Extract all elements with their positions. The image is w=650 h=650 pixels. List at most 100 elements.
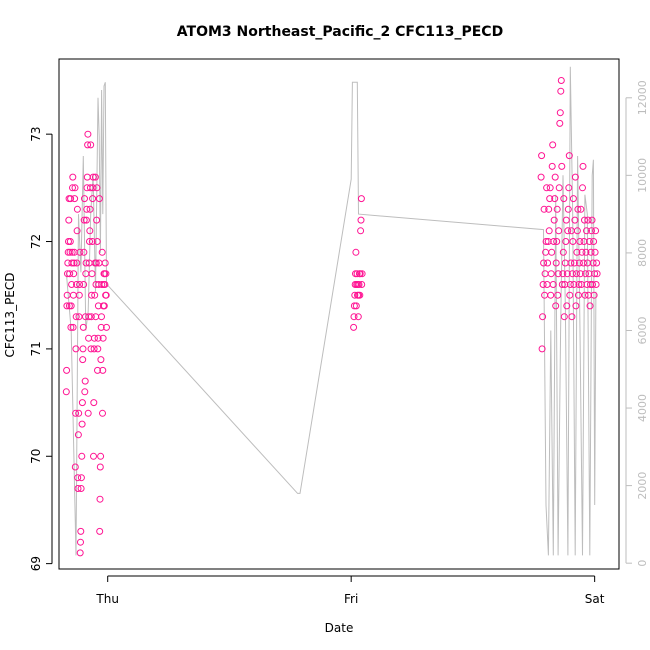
data-point bbox=[570, 259, 578, 267]
data-point bbox=[574, 291, 582, 299]
data-point bbox=[577, 205, 585, 213]
data-point bbox=[575, 281, 583, 288]
data-point bbox=[77, 474, 85, 482]
data-point bbox=[96, 463, 104, 471]
data-point bbox=[580, 259, 587, 267]
data-point bbox=[549, 141, 557, 149]
data-point bbox=[78, 420, 86, 428]
data-point bbox=[69, 173, 77, 181]
chart-title: ATOM3 Northeast_Pacific_2 CFC113_PECD bbox=[177, 24, 503, 40]
data-point bbox=[99, 409, 106, 417]
data-point bbox=[89, 184, 97, 192]
data-point bbox=[538, 152, 546, 160]
data-point bbox=[540, 259, 548, 267]
data-point bbox=[562, 238, 570, 245]
data-point bbox=[547, 291, 555, 299]
data-point bbox=[67, 302, 75, 310]
data-point bbox=[73, 205, 81, 213]
data-point bbox=[88, 238, 96, 245]
data-point bbox=[79, 345, 87, 353]
data-point bbox=[67, 195, 75, 203]
data-point bbox=[544, 259, 552, 267]
data-point bbox=[573, 227, 581, 235]
data-point bbox=[66, 238, 74, 245]
data-point bbox=[73, 259, 81, 267]
y2-tick-label: 2000 bbox=[636, 472, 649, 500]
data-point bbox=[550, 238, 558, 245]
data-point bbox=[87, 345, 95, 353]
data-point bbox=[549, 281, 557, 288]
data-point bbox=[579, 162, 587, 170]
data-point bbox=[582, 270, 589, 278]
data-point bbox=[548, 162, 556, 170]
data-point bbox=[84, 130, 92, 138]
data-point bbox=[592, 227, 600, 235]
data-point bbox=[354, 313, 362, 321]
y2-tick-label: 10000 bbox=[636, 158, 649, 193]
data-point bbox=[352, 248, 360, 256]
data-point bbox=[86, 205, 94, 213]
data-point bbox=[68, 281, 76, 288]
data-point bbox=[101, 281, 109, 288]
data-point bbox=[90, 345, 98, 353]
data-point bbox=[75, 291, 83, 299]
data-point bbox=[91, 173, 99, 181]
y-tick-label: 73 bbox=[29, 127, 43, 142]
data-point bbox=[67, 323, 75, 331]
data-point bbox=[356, 270, 364, 278]
data-point bbox=[82, 259, 90, 267]
data-point bbox=[576, 270, 584, 278]
data-point bbox=[583, 227, 590, 235]
data-point bbox=[71, 184, 79, 192]
data-point bbox=[98, 281, 106, 288]
data-point bbox=[545, 205, 553, 213]
data-point bbox=[546, 195, 554, 203]
data-point bbox=[79, 323, 87, 331]
data-point bbox=[540, 205, 548, 213]
data-point bbox=[92, 259, 100, 267]
y2-tick-label: 6000 bbox=[636, 316, 649, 344]
data-point bbox=[68, 259, 76, 267]
data-point bbox=[90, 334, 98, 342]
data-point bbox=[101, 259, 109, 267]
data-point bbox=[94, 345, 102, 353]
data-point bbox=[548, 248, 556, 256]
plot-frame bbox=[58, 58, 620, 570]
data-point bbox=[63, 302, 71, 310]
data-point bbox=[100, 302, 108, 310]
data-point bbox=[541, 270, 549, 278]
data-point bbox=[566, 291, 574, 299]
data-point bbox=[578, 248, 586, 256]
y2-tick-label: 8000 bbox=[636, 239, 649, 267]
data-point bbox=[351, 291, 359, 299]
data-point bbox=[89, 173, 97, 181]
data-point bbox=[66, 270, 74, 278]
data-point bbox=[588, 227, 595, 235]
data-point bbox=[357, 216, 365, 224]
data-point bbox=[556, 109, 564, 117]
y-tick-label: 71 bbox=[29, 341, 43, 356]
data-point bbox=[76, 281, 84, 288]
data-point bbox=[355, 281, 363, 288]
data-point bbox=[552, 259, 560, 267]
data-point bbox=[70, 259, 78, 267]
data-point bbox=[81, 388, 89, 396]
data-point bbox=[358, 270, 366, 278]
data-point bbox=[85, 334, 93, 342]
data-point bbox=[81, 377, 89, 385]
data-point bbox=[539, 281, 547, 288]
data-point bbox=[63, 366, 71, 374]
data-point bbox=[562, 216, 570, 224]
data-point bbox=[91, 291, 99, 299]
data-point bbox=[86, 238, 93, 245]
data-point bbox=[357, 227, 365, 235]
data-point bbox=[565, 152, 573, 160]
data-point bbox=[93, 216, 101, 224]
data-point bbox=[73, 281, 80, 288]
data-point bbox=[538, 345, 546, 353]
depth-line-series bbox=[65, 66, 597, 556]
x-axis: Thu Fri Sat bbox=[95, 575, 605, 606]
data-point bbox=[71, 195, 79, 203]
data-point bbox=[93, 184, 101, 192]
data-point bbox=[98, 248, 106, 256]
